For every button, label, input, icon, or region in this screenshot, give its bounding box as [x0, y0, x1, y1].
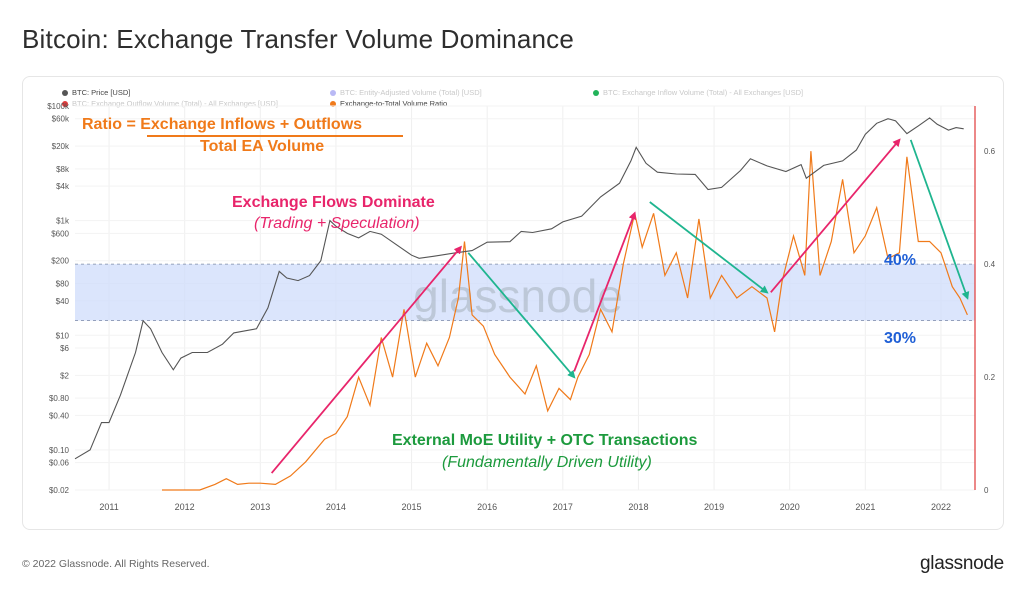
legend-label: BTC: Exchange Inflow Volume (Total) - Al… — [603, 88, 804, 97]
flows-dominate-subtitle: (Trading + Speculation) — [254, 215, 420, 232]
external-utility-subtitle: (Fundamentally Driven Utility) — [442, 454, 652, 471]
trend-up-arrow — [270, 245, 462, 474]
y-left-tick-label: $6 — [60, 344, 69, 353]
band-upper-label: 40% — [884, 252, 917, 269]
x-tick-label: 2015 — [402, 502, 422, 512]
y-left-tick-label: $0.40 — [49, 411, 70, 420]
legend-label: BTC: Entity-Adjusted Volume (Total) [USD… — [340, 88, 482, 97]
ratio-formula-line2: Total EA Volume — [200, 138, 325, 155]
y-left-tick-label: $2 — [60, 371, 69, 380]
legend-dot-icon — [62, 89, 68, 96]
x-tick-label: 2012 — [175, 502, 195, 512]
x-tick-label: 2019 — [704, 502, 724, 512]
y-left-tick-label: $60k — [52, 115, 70, 124]
watermark: glassnode — [413, 270, 623, 322]
legend-inflow[interactable]: BTC: Exchange Inflow Volume (Total) - Al… — [593, 88, 803, 97]
y-right-tick-label: 0.2 — [984, 373, 996, 382]
legend-dot-icon — [330, 89, 336, 96]
band-lower-label: 30% — [884, 330, 917, 347]
y-right-tick-label: 0.6 — [984, 147, 996, 156]
glassnode-logo: glassnode — [920, 553, 1004, 574]
legend-label: BTC: Price [USD] — [72, 88, 131, 97]
x-tick-label: 2020 — [780, 502, 800, 512]
price-series-line — [74, 117, 964, 460]
y-left-tick-label: $40 — [56, 297, 70, 306]
external-utility-title: External MoE Utility + OTC Transactions — [392, 432, 698, 449]
highlight-band — [75, 264, 975, 321]
y-left-tick-label: $4k — [56, 182, 70, 191]
copyright-footer: © 2022 Glassnode. All Rights Reserved. — [22, 558, 210, 570]
legend-ratio[interactable]: Exchange-to-Total Volume Ratio — [330, 99, 447, 108]
trend-up-arrow — [770, 138, 901, 293]
y-left-tick-label: $80 — [56, 280, 70, 289]
trend-down-arrow — [649, 201, 769, 294]
x-tick-label: 2011 — [99, 502, 118, 512]
legend-outflow[interactable]: BTC: Exchange Outflow Volume (Total) - A… — [62, 99, 278, 108]
ratio-underline — [147, 135, 403, 137]
x-tick-label: 2022 — [931, 502, 951, 512]
trend-down-arrow — [909, 139, 970, 300]
x-tick-label: 2014 — [326, 502, 346, 512]
y-left-tick-label: $10 — [56, 331, 70, 340]
y-left-tick-label: $100k — [47, 102, 70, 111]
y-left-tick-label: $20k — [52, 142, 70, 151]
y-left-tick-label: $200 — [51, 257, 69, 266]
trend-up-arrow — [573, 211, 637, 372]
legend-label: Exchange-to-Total Volume Ratio — [340, 99, 448, 108]
y-left-tick-label: $8k — [56, 165, 70, 174]
legend-dot-icon — [330, 100, 336, 107]
legend-dot-icon — [593, 89, 599, 96]
y-left-tick-label: $0.80 — [49, 394, 70, 403]
y-right-tick-label: 0.4 — [984, 260, 996, 269]
y-left-tick-label: $600 — [51, 229, 69, 238]
ratio-formula-line1: Ratio = Exchange Inflows + Outflows — [82, 116, 363, 133]
x-tick-label: 2018 — [628, 502, 648, 512]
y-right-tick-label: 0 — [984, 486, 989, 495]
page-title: Bitcoin: Exchange Transfer Volume Domina… — [22, 24, 574, 54]
flows-dominate-title: Exchange Flows Dominate — [232, 194, 435, 211]
x-tick-label: 2013 — [250, 502, 270, 512]
x-tick-label: 2016 — [477, 502, 497, 512]
trend-down-arrow — [467, 252, 576, 379]
ratio-series-line — [162, 151, 968, 491]
legend-price[interactable]: BTC: Price [USD] — [62, 88, 130, 97]
legend-entity-volume[interactable]: BTC: Entity-Adjusted Volume (Total) [USD… — [330, 88, 482, 97]
y-left-tick-label: $0.06 — [49, 459, 70, 468]
y-left-tick-label: $0.10 — [49, 446, 70, 455]
y-left-tick-label: $0.02 — [49, 486, 70, 495]
legend-dot-icon — [62, 100, 68, 107]
legend-label: BTC: Exchange Outflow Volume (Total) - A… — [72, 99, 278, 108]
y-left-tick-label: $1k — [56, 217, 70, 226]
x-tick-label: 2021 — [855, 502, 875, 512]
x-tick-label: 2017 — [553, 502, 573, 512]
